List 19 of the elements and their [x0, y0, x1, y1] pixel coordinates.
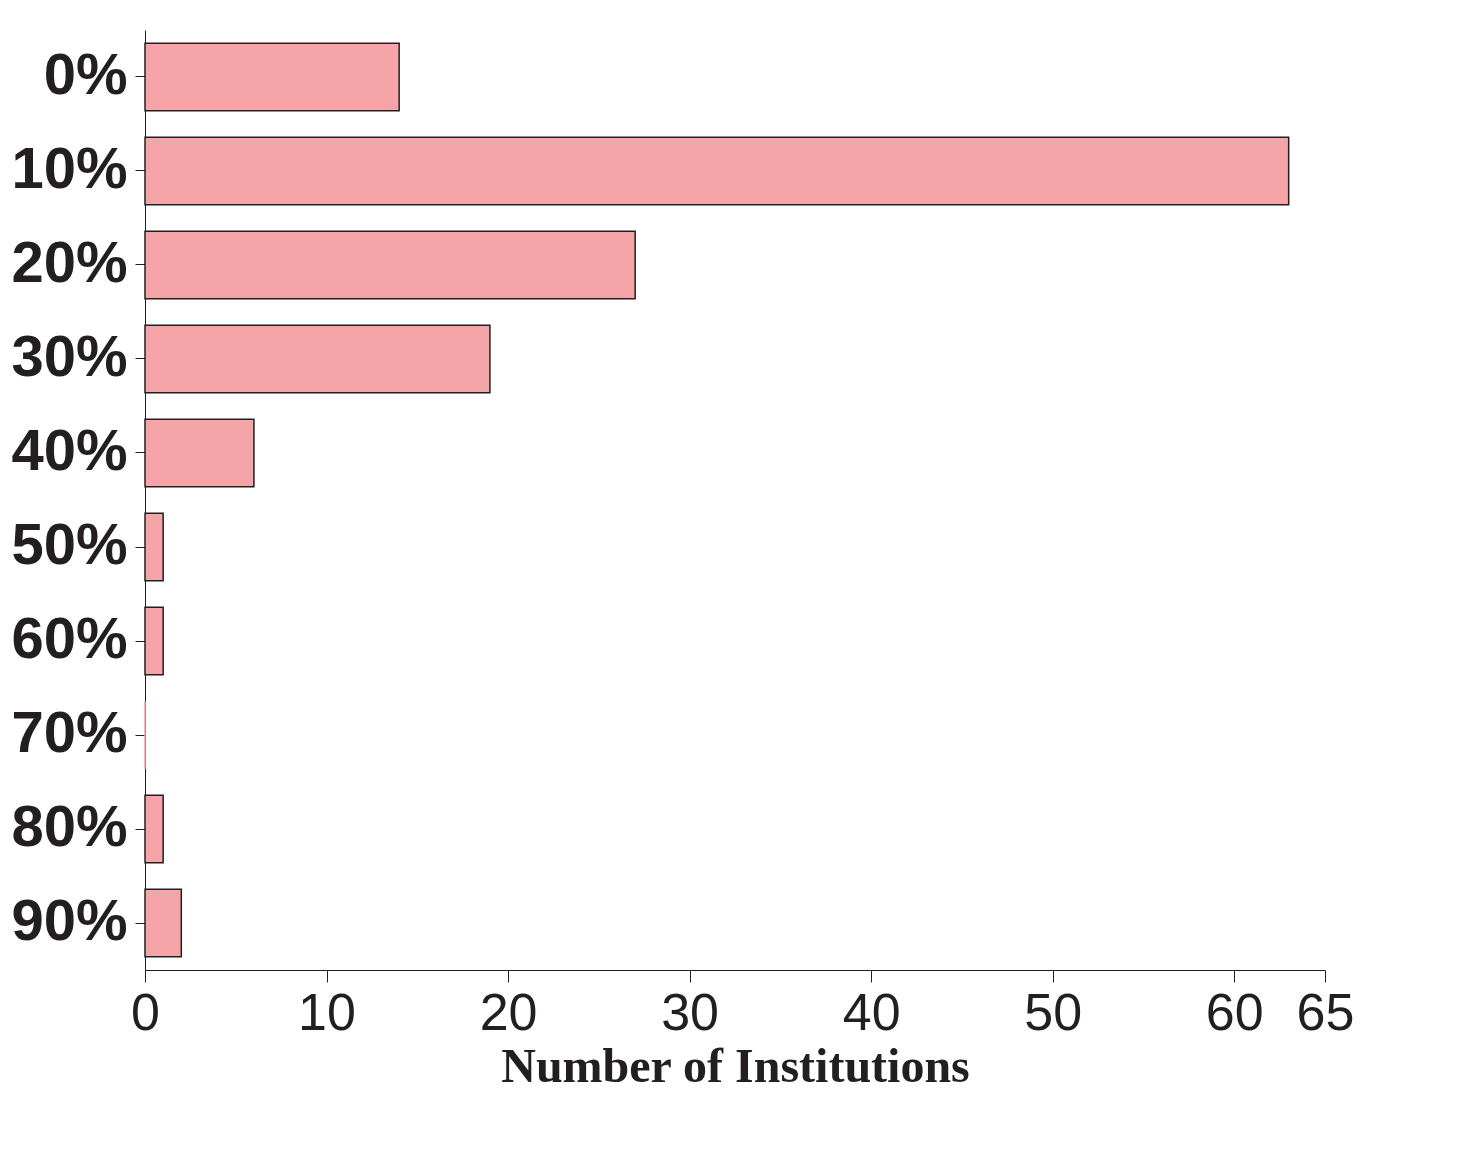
x-tick-label: 30 — [661, 982, 720, 1041]
x-tick-label: 60 — [1205, 982, 1264, 1041]
y-tick-label: 70% — [11, 699, 128, 764]
x-tick-label: 40 — [842, 982, 901, 1041]
x-tick-label: 0 — [131, 982, 160, 1041]
x-axis-title: Number of Institutions — [501, 1038, 970, 1092]
y-tick-label: 40% — [11, 417, 128, 482]
y-tick-label: 90% — [11, 887, 128, 952]
y-tick-label: 60% — [11, 605, 128, 670]
y-tick-label: 20% — [11, 229, 128, 294]
x-tick-label: 20 — [479, 982, 538, 1041]
y-tick-label: 10% — [11, 135, 128, 200]
y-tick-label: 30% — [11, 323, 128, 388]
y-tick-label: 50% — [11, 511, 128, 576]
y-tick-label: 0% — [43, 41, 128, 106]
y-tick-label: 80% — [11, 793, 128, 858]
x-tick-label: 50 — [1024, 982, 1083, 1041]
x-tick-label: 65 — [1296, 982, 1355, 1041]
x-tick-label: 10 — [298, 982, 356, 1041]
